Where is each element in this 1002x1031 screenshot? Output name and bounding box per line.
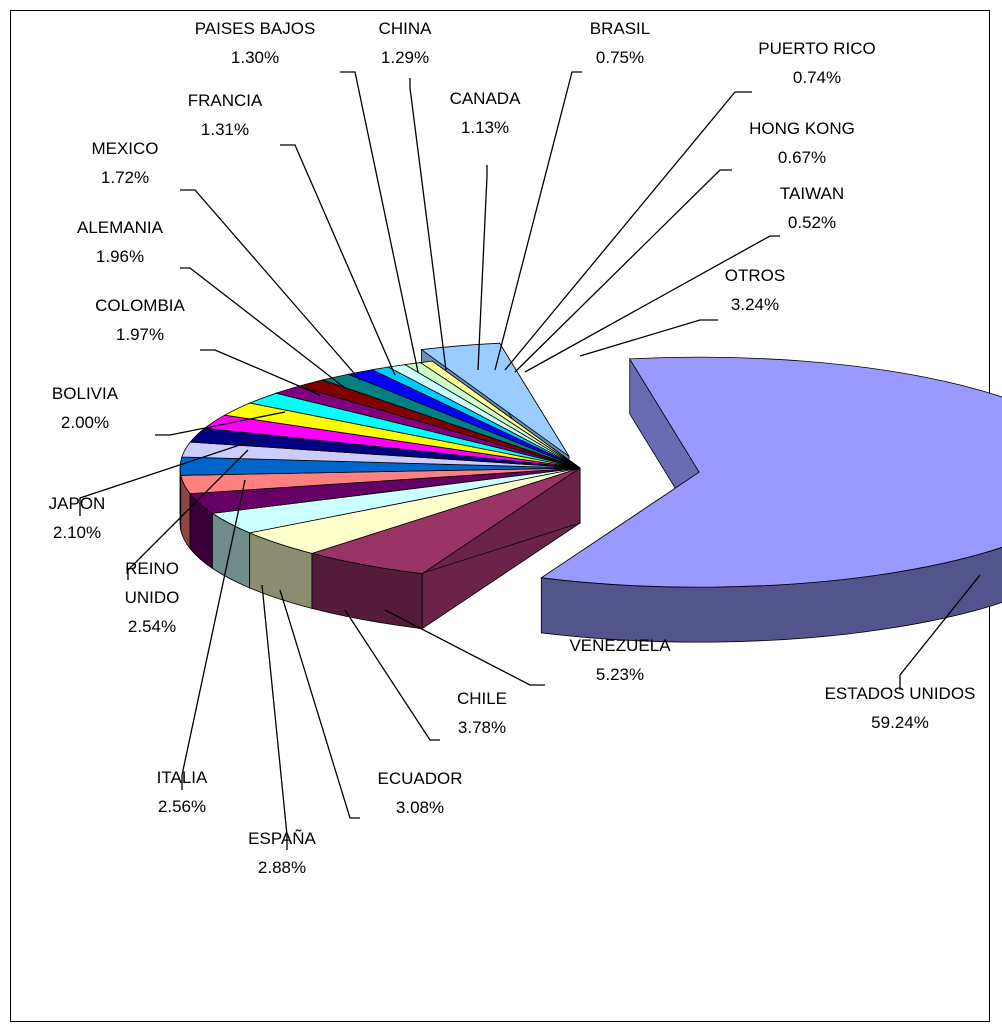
leader-line-chile — [344, 609, 440, 741]
leader-line-francia — [280, 144, 396, 376]
slice-value-label-ecuador: 3.08% — [396, 798, 444, 817]
leader-line-espana — [261, 584, 288, 850]
slice-value-label-taiwan: 0.52% — [788, 213, 836, 232]
leader-line-ecuador — [279, 589, 360, 819]
leader-line-china — [409, 78, 447, 371]
slice-name-label-venezuela: VENEZUELA — [569, 636, 671, 655]
leader-line-brasil — [494, 71, 582, 371]
slice-value-label-hong-kong: 0.67% — [778, 148, 826, 167]
leader-line-puerto-rico — [504, 91, 752, 371]
slice-name-label-otros: OTROS — [725, 266, 785, 285]
slice-value-label-canada: 1.13% — [461, 118, 509, 137]
slice-estados-unidos — [540, 356, 1002, 588]
slice-taiwan — [419, 360, 581, 469]
leader-line-reino-unido — [127, 449, 249, 580]
slice-name-label-reino-unido: REINO — [125, 559, 179, 578]
slice-name-label-francia: FRANCIA — [188, 91, 263, 110]
slice-value-label-otros: 3.24% — [731, 295, 779, 314]
slice-tops — [179, 342, 1002, 588]
slice-name-label-hong-kong: HONG KONG — [749, 119, 855, 138]
leader-line-colombia — [200, 349, 321, 396]
leader-line-venezuela — [384, 609, 545, 686]
slice-name-label-chile: CHILE — [457, 689, 507, 708]
slice-name-label-canada: CANADA — [450, 89, 522, 108]
slice-value-label-china: 1.29% — [381, 48, 429, 67]
leader-line-hong-kong — [514, 169, 732, 373]
slice-labels: ESTADOS UNIDOS 59.24% VENEZUELA 5.23% CHILE 3… — [49, 19, 976, 877]
slice-name-label-reino-unido: UNIDO — [125, 588, 180, 607]
slice-name-label-paises-bajos: PAISES BAJOS — [195, 19, 316, 38]
slice-value-label-brasil: 0.75% — [596, 48, 644, 67]
slice-name-label-colombia: COLOMBIA — [95, 296, 185, 315]
slice-value-label-venezuela: 5.23% — [596, 665, 644, 684]
slice-name-label-alemania: ALEMANIA — [77, 218, 164, 237]
slice-name-label-estados-unidos: ESTADOS UNIDOS — [825, 684, 976, 703]
slice-value-label-alemania: 1.96% — [96, 247, 144, 266]
leader-line-alemania — [180, 267, 346, 389]
leader-lines — [79, 71, 981, 850]
slice-estados-unidos-side-0 — [540, 546, 1002, 643]
slice-value-label-italia: 2.56% — [158, 797, 206, 816]
slice-value-label-colombia: 1.97% — [116, 325, 164, 344]
slice-name-label-mexico: MEXICO — [91, 139, 158, 158]
slice-value-label-japon: 2.10% — [53, 523, 101, 542]
leader-line-otros — [579, 319, 718, 357]
slice-name-label-brasil: BRASIL — [590, 19, 650, 38]
leader-line-mexico — [180, 189, 361, 381]
leader-line-italia — [181, 479, 246, 790]
slice-name-label-bolivia: BOLIVIA — [52, 384, 119, 403]
slice-value-label-paises-bajos: 1.30% — [231, 48, 279, 67]
leader-line-canada — [477, 165, 488, 371]
slice-name-label-ecuador: ECUADOR — [377, 769, 462, 788]
slice-name-label-puerto-rico: PUERTO RICO — [758, 39, 875, 58]
leader-line-paises-bajos — [340, 71, 419, 373]
leader-line-taiwan — [524, 235, 780, 373]
leader-line-estados-unidos — [899, 574, 981, 690]
leader-line-bolivia — [155, 411, 286, 436]
slice-name-label-japon: JAPON — [49, 494, 106, 513]
slice-name-label-china: CHINA — [379, 19, 433, 38]
slice-name-label-taiwan: TAIWAN — [780, 184, 844, 203]
slice-name-label-espana: ESPAÑA — [248, 829, 316, 848]
slice-value-label-francia: 1.31% — [201, 120, 249, 139]
slice-otros — [420, 342, 570, 457]
slice-value-label-mexico: 1.72% — [101, 168, 149, 187]
slice-value-label-espana: 2.88% — [258, 858, 306, 877]
leader-line-japon — [79, 439, 256, 516]
slice-value-label-estados-unidos: 59.24% — [871, 713, 929, 732]
slice-value-label-bolivia: 2.00% — [61, 413, 109, 432]
slice-value-label-chile: 3.78% — [458, 718, 506, 737]
slice-value-label-puerto-rico: 0.74% — [793, 68, 841, 87]
slice-value-label-reino-unido: 2.54% — [128, 617, 176, 636]
slice-name-label-italia: ITALIA — [157, 768, 208, 787]
